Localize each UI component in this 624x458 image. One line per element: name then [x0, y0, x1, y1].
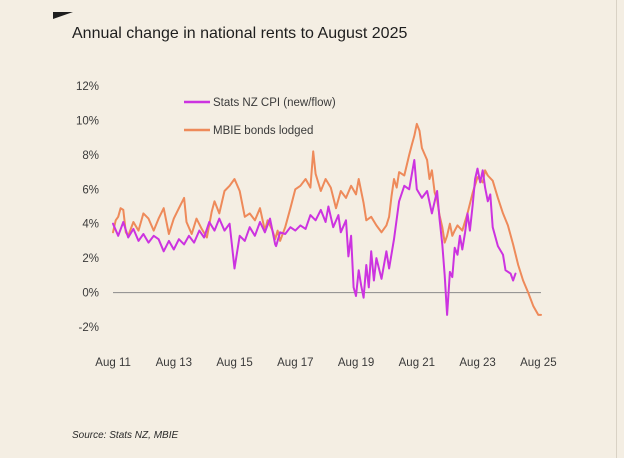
series-line-1: [112, 122, 542, 316]
y-tick-label: -2%: [79, 322, 99, 334]
y-tick-label: 0%: [82, 288, 99, 300]
y-axis: 12% 10% 8% 6% 4% 2% 0% -2%: [76, 81, 99, 334]
line-chart: 12%10%8%6%4%2%0%-2% Aug 11 Aug 13 Aug 15 Au…: [76, 81, 557, 369]
chart-title: Annual change in national rents to Augus…: [72, 25, 408, 42]
x-tick-label: Aug 23: [459, 357, 495, 369]
y-tick-label: 12%: [76, 81, 99, 93]
y-tick-label: 6%: [82, 184, 99, 196]
series-lines: [112, 122, 542, 316]
legend: Stats NZ CPI (new/flow) MBIE bonds lodged: [184, 97, 336, 137]
y-tick-label: 4%: [82, 219, 99, 231]
x-tick-label: Aug 25: [520, 357, 556, 369]
x-tick-label: Aug 13: [156, 357, 192, 369]
x-tick-label: Aug 19: [338, 357, 374, 369]
x-tick-label: Aug 17: [277, 357, 313, 369]
x-tick-label: Aug 11: [95, 357, 131, 369]
series-line-0: [112, 159, 517, 316]
x-axis: Aug 11 Aug 13 Aug 15 Aug 17 Aug 19 Aug 21 Aug …: [95, 357, 556, 369]
x-tick-label: Aug 21: [399, 357, 435, 369]
x-tick-label: Aug 15: [216, 357, 252, 369]
brand-corner-icon: [53, 12, 73, 19]
y-tick-label: 10%: [76, 115, 99, 127]
y-tick-label: 2%: [82, 253, 99, 265]
source-note: Source: Stats NZ, MBIE: [72, 430, 179, 441]
legend-label: MBIE bonds lodged: [213, 125, 313, 137]
y-tick-label: 8%: [82, 150, 99, 162]
legend-label: Stats NZ CPI (new/flow): [213, 97, 336, 109]
